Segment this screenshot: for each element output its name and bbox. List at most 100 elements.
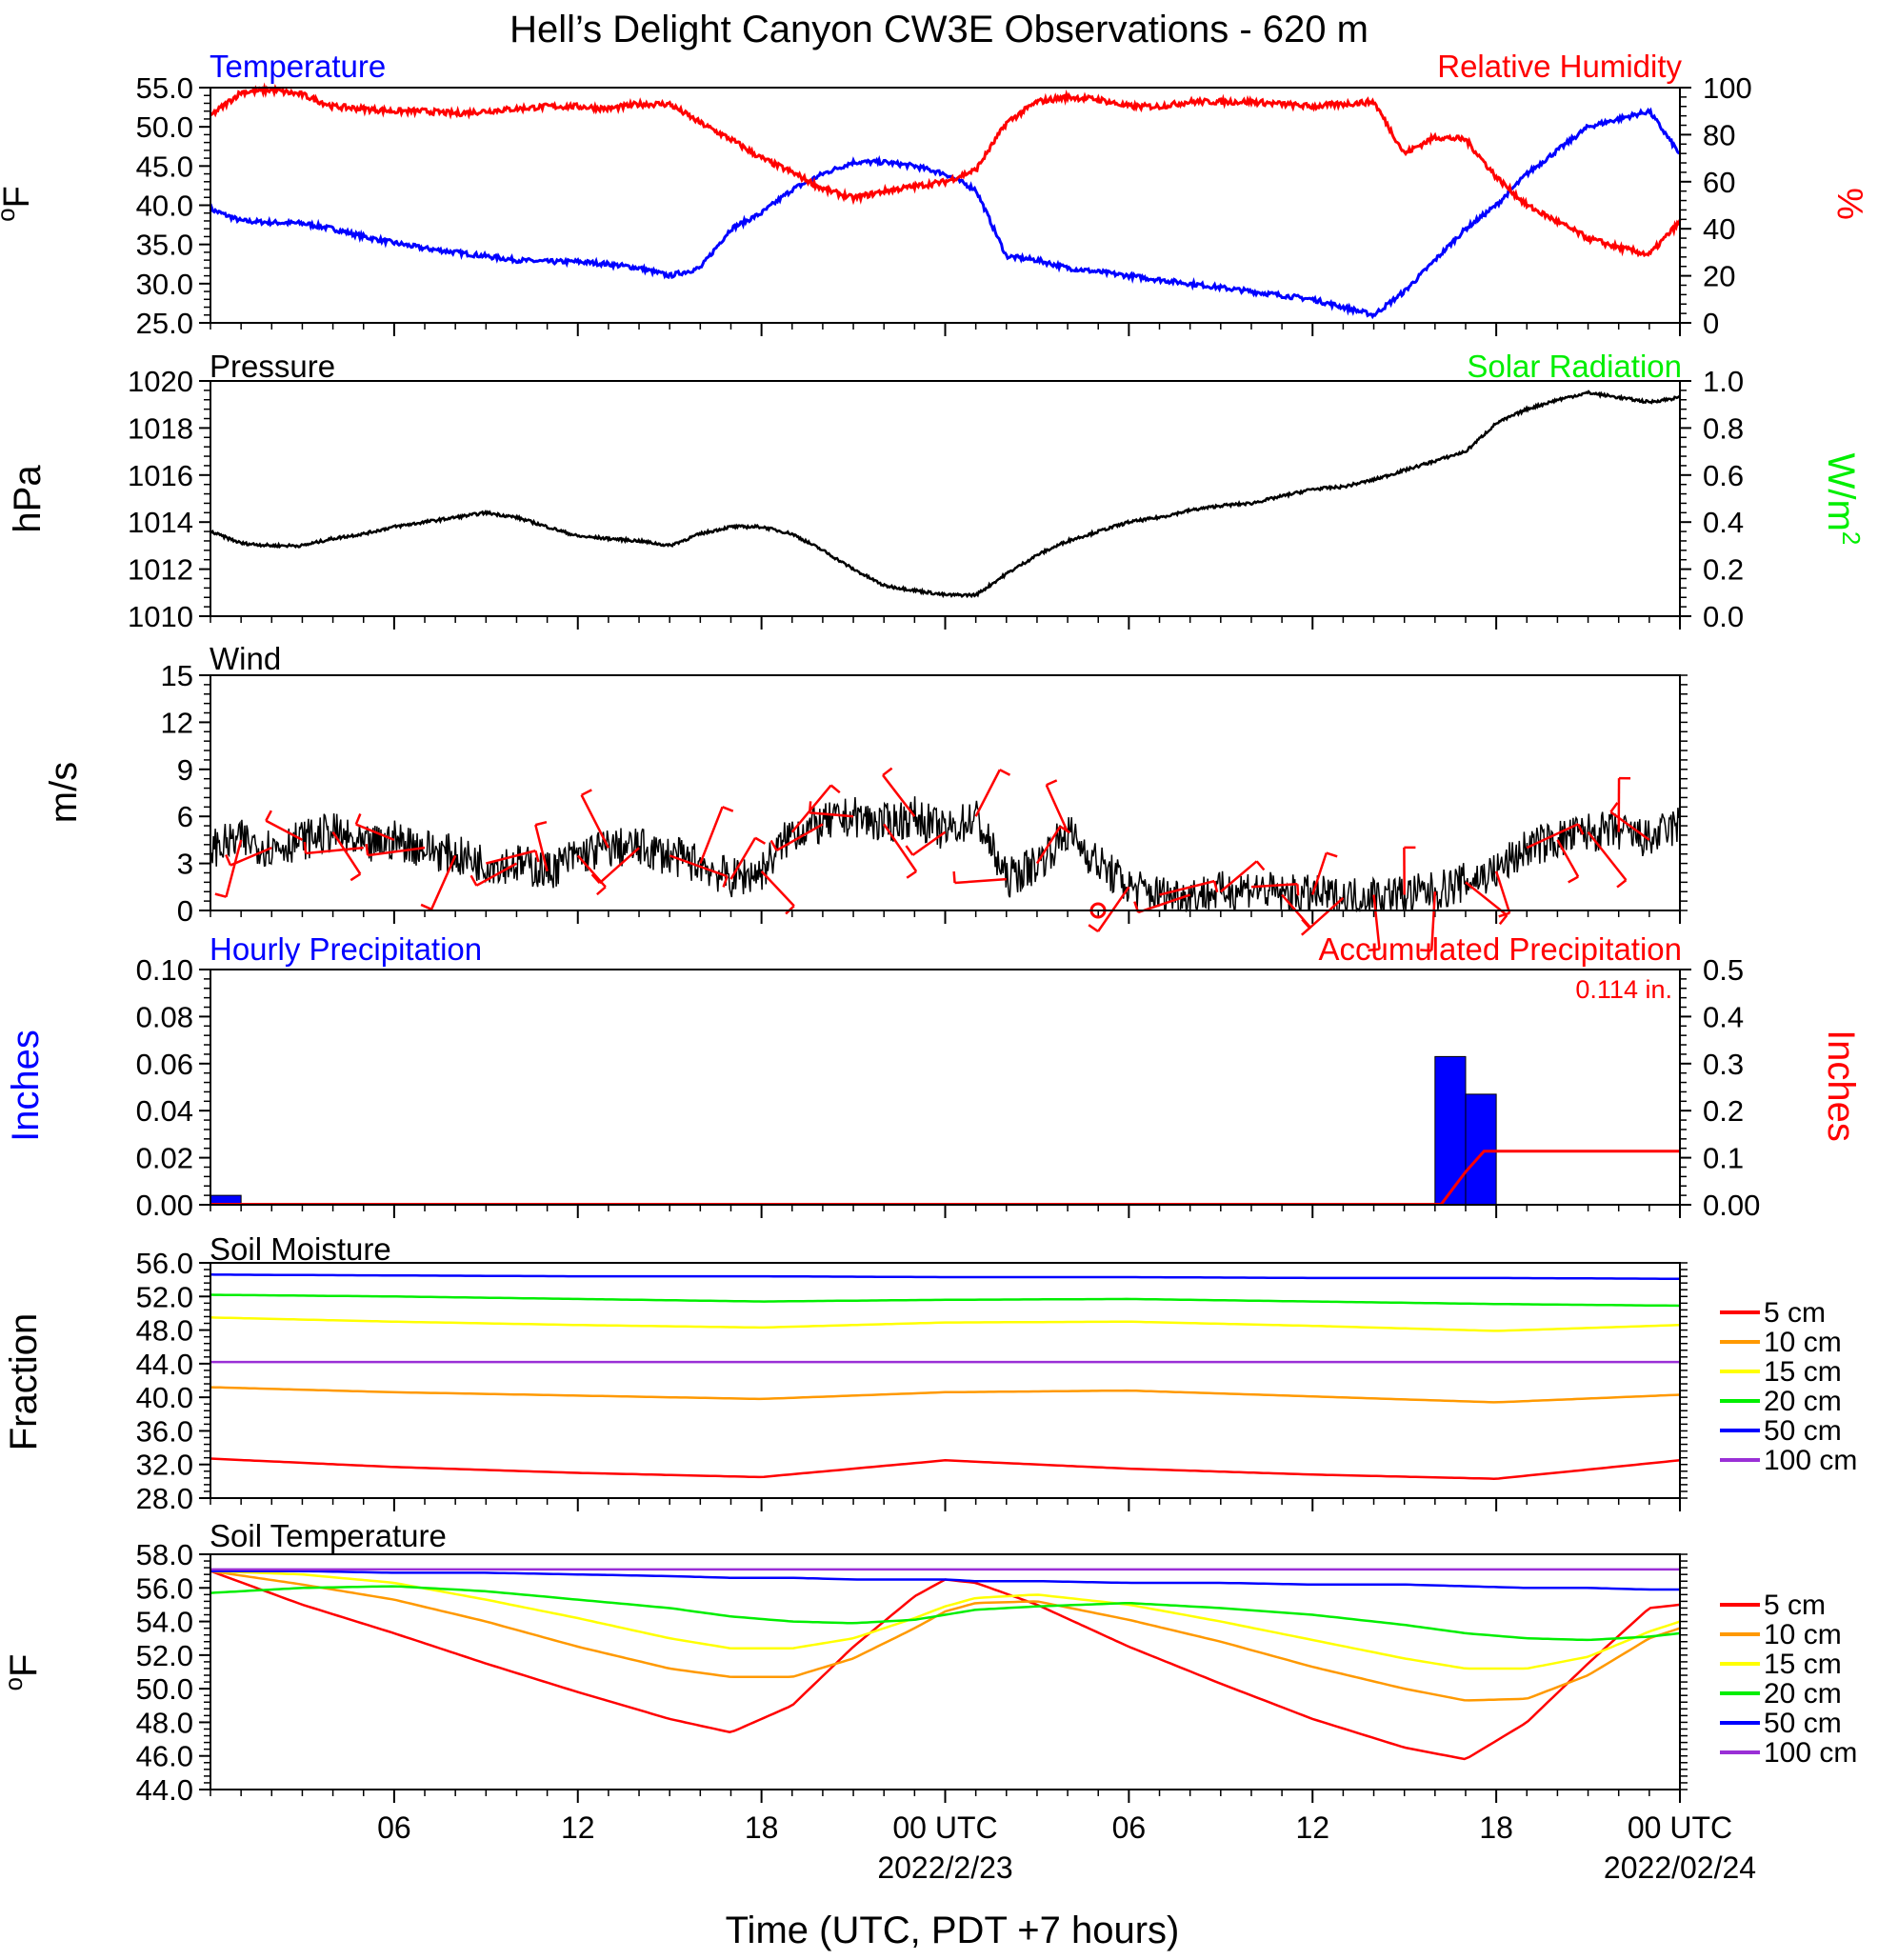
- wind-barb-flag: [1420, 949, 1432, 952]
- wind-barb-flag: [354, 812, 362, 826]
- x-tick-label: 12: [561, 1810, 595, 1845]
- y-tick-label: 40.0: [136, 190, 193, 223]
- wind-barb-flag: [882, 767, 893, 776]
- wind-barb-flag: [303, 841, 308, 854]
- y-tick-label: 0.08: [136, 1000, 193, 1033]
- x-tick-label: 18: [745, 1810, 779, 1845]
- wind-barb-flag: [534, 850, 540, 863]
- y-tick-label: 0.04: [136, 1094, 193, 1128]
- legend-label: 15 cm: [1764, 1649, 1842, 1680]
- wind-barb: [1035, 826, 1062, 865]
- y2-tick-label: 60: [1703, 166, 1735, 199]
- wind-barb-flag: [952, 870, 956, 884]
- y-tick-label: 12: [161, 706, 193, 739]
- y-tick-label: 0.06: [136, 1048, 193, 1081]
- y-tick-label: 50.0: [136, 110, 193, 144]
- soil-temperature-ticks: 58.056.054.052.050.048.046.044.0: [136, 1538, 1688, 1807]
- wind-barb-flag: [470, 874, 478, 887]
- solar-axis-label: W/m2: [1820, 453, 1866, 546]
- y-tick-label: 46.0: [136, 1740, 193, 1773]
- wind-barb: [883, 823, 918, 872]
- y-tick-label: 1020: [128, 365, 193, 398]
- wind-barb: [1097, 886, 1130, 932]
- wind-barb: [1372, 894, 1381, 950]
- y2-tick-label: 1.0: [1703, 365, 1744, 398]
- y2-tick-label: 0.1: [1703, 1142, 1744, 1175]
- wind-barb: [669, 854, 729, 878]
- y-tick-label: 48.0: [136, 1706, 193, 1739]
- wind-title: Wind: [210, 641, 281, 676]
- wind-series: [210, 796, 1681, 913]
- pressure-axis-label: hPa: [7, 465, 49, 533]
- soil-moisture-ticks: 56.052.048.044.040.036.032.028.0: [136, 1247, 1688, 1515]
- wind-barb-flag: [829, 784, 841, 794]
- wind-barb: [230, 846, 272, 867]
- soil-temperature-series: [210, 1568, 1681, 1761]
- y-tick-label: 15: [161, 659, 193, 692]
- y-tick-label: 40.0: [136, 1381, 193, 1414]
- wind-barb-flag: [999, 769, 1011, 776]
- wind-ticks: 15 12 9 6 3 0: [161, 659, 1688, 928]
- wind-barb: [1045, 784, 1069, 833]
- legend-label: 50 cm: [1764, 1415, 1842, 1447]
- wind-barb: [790, 784, 832, 833]
- wind-barb-flag: [1498, 911, 1510, 918]
- pressure-frame: [210, 380, 1681, 617]
- wind-barb-flag: [590, 873, 601, 884]
- soil-temperature-panel: Soil Temperature oF 58.056.054.052.050.0…: [0, 1518, 1857, 1807]
- y-tick-label: 58.0: [136, 1538, 193, 1571]
- y-tick-label: 0.02: [136, 1142, 193, 1175]
- wind-barb: [1137, 893, 1191, 914]
- wind-barb-flag: [906, 870, 917, 879]
- y2-tick-label: 0.2: [1703, 553, 1744, 587]
- wind-barb: [809, 811, 854, 818]
- wind-speed-line: [210, 796, 1681, 913]
- wind-barb: [598, 847, 640, 885]
- wind-barb: [534, 824, 549, 872]
- legend-label: 20 cm: [1764, 1678, 1842, 1710]
- accumulated-precip-title: Accumulated Precipitation: [1318, 931, 1682, 967]
- x-date-label: 2022/2/23: [877, 1850, 1012, 1885]
- temperature-humidity-frame: [210, 87, 1681, 324]
- y-tick-label: 35.0: [136, 229, 193, 262]
- legend-label: 100 cm: [1764, 1445, 1857, 1476]
- y2-tick-label: 100: [1703, 71, 1752, 105]
- wind-barb-flag: [1568, 875, 1579, 884]
- temperature-axis-label: oF: [0, 186, 37, 222]
- x-axis-label: Time (UTC, PDT +7 hours): [726, 1910, 1180, 1951]
- soil-line-10-cm: [210, 1386, 1681, 1404]
- soil-line-50-cm: [210, 1570, 1680, 1591]
- wind-barb: [1250, 883, 1298, 889]
- legend-label: 50 cm: [1764, 1708, 1842, 1739]
- wind-barb-flag: [1498, 914, 1508, 926]
- wind-barb: [775, 823, 824, 851]
- y-tick-label: 48.0: [136, 1314, 193, 1348]
- wind-barb: [225, 839, 243, 897]
- wind-barb: [1494, 870, 1511, 914]
- hourly-precip-bar: [1434, 1055, 1467, 1206]
- soil-line-10-cm: [210, 1570, 1681, 1702]
- x-tick-label: 12: [1295, 1810, 1329, 1845]
- wind-barb-flag: [754, 836, 767, 845]
- y2-tick-label: 0.3: [1703, 1048, 1744, 1081]
- x-tick-label: 06: [1112, 1810, 1147, 1845]
- soil-line-20-cm: [210, 1293, 1681, 1308]
- wind-frame: [210, 674, 1681, 911]
- soil-line-15-cm: [210, 1570, 1681, 1670]
- y-tick-label: 25.0: [136, 307, 193, 340]
- y-tick-label: 56.0: [136, 1571, 193, 1605]
- wind-barb: [699, 806, 724, 865]
- wind-barb-flag: [1088, 924, 1099, 933]
- temperature-ticks: 55.0 50.0 45.0 40.0 35.0 30.0 25.0 100 80 60 40 20 0: [136, 71, 1752, 340]
- y-tick-label: 3: [177, 848, 193, 881]
- pressure-ticks: 1020 1018 1016 1014 1012 1010 1.0 0.8 0.6 0.4 0.2 0…: [128, 365, 1744, 633]
- wind-barb-flag: [350, 872, 362, 882]
- y-tick-label: 30.0: [136, 268, 193, 301]
- temperature-title: Temperature: [210, 49, 386, 84]
- y2-tick-label: 0.0: [1703, 600, 1744, 633]
- y2-tick-label: 0.6: [1703, 459, 1744, 492]
- wind-barb-flag: [1326, 851, 1338, 858]
- precipitation-ticks: 0.10 0.08 0.06 0.04 0.02 0.00 0.5 0.4 0.3 0.2 0.1 0…: [136, 953, 1761, 1222]
- soil-temperature-title: Soil Temperature: [210, 1518, 447, 1553]
- humidity-line: [209, 82, 1682, 258]
